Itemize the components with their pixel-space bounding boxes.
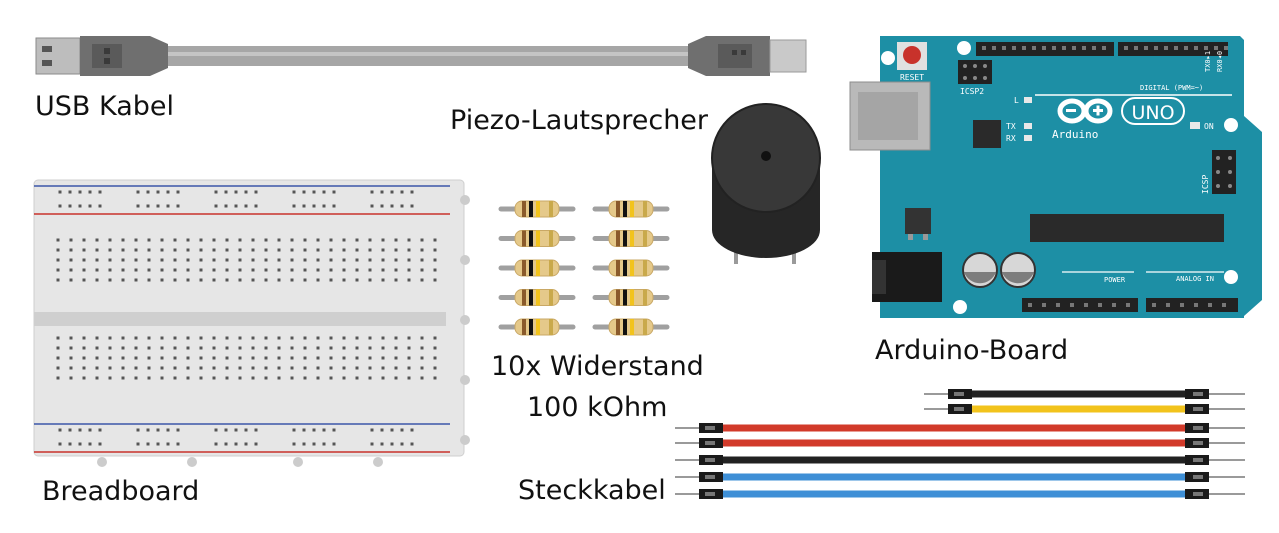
resistor bbox=[498, 259, 576, 277]
led-l-label: L bbox=[1014, 96, 1019, 105]
power-label: POWER bbox=[1104, 276, 1126, 284]
resistor-label-line1: 10x Widerstand bbox=[491, 351, 704, 382]
jumper-wire bbox=[675, 472, 1245, 482]
icsp2-label: ICSP2 bbox=[960, 87, 984, 96]
resistor bbox=[592, 318, 670, 336]
arduino-board: RESET ICSP2 DIGITAL (PWM=~) TX0▸1 RX0◂0 … bbox=[849, 36, 1262, 318]
rx-pin-label: RX0◂0 bbox=[1216, 51, 1224, 72]
resistor-label-line2: 100 kOhm bbox=[527, 392, 668, 423]
digital-label: DIGITAL (PWM=~) bbox=[1140, 84, 1203, 92]
piezo-label: Piezo-Lautsprecher bbox=[450, 105, 709, 136]
piezo-buzzer bbox=[711, 103, 821, 264]
resistor bbox=[592, 200, 670, 218]
digital-pins bbox=[982, 46, 1228, 50]
led-rx-label: RX bbox=[1006, 134, 1016, 143]
resistor bbox=[592, 289, 670, 306]
resistor bbox=[498, 200, 576, 218]
jumper-wire bbox=[675, 438, 1245, 448]
jumper-wire bbox=[675, 423, 1245, 433]
resistor bbox=[498, 230, 576, 247]
wires-label: Steckkabel bbox=[518, 475, 666, 506]
usb-cable-label: USB Kabel bbox=[35, 91, 175, 122]
arduino-label: Arduino-Board bbox=[875, 335, 1069, 366]
jumper-wire bbox=[675, 489, 1245, 499]
resistor bbox=[498, 318, 576, 336]
usb-cable bbox=[35, 36, 807, 76]
jumper-wire bbox=[924, 404, 1245, 414]
breadboard bbox=[33, 179, 470, 467]
resistor bbox=[592, 259, 670, 277]
brand-label: Arduino bbox=[1052, 128, 1098, 141]
icsp-label: ICSP bbox=[1201, 175, 1210, 194]
on-label: ON bbox=[1204, 122, 1214, 131]
jumper-wire bbox=[924, 389, 1245, 399]
reset-label: RESET bbox=[900, 73, 924, 82]
tx-pin-label: TX0▸1 bbox=[1204, 51, 1212, 72]
breadboard-label: Breadboard bbox=[42, 476, 200, 507]
analog-label: ANALOG IN bbox=[1176, 275, 1214, 283]
led-tx-label: TX bbox=[1006, 122, 1016, 131]
resistor bbox=[498, 289, 576, 306]
resistor bbox=[592, 230, 670, 247]
arduino-logo-icon bbox=[1057, 98, 1113, 124]
jumper-wire bbox=[675, 455, 1245, 465]
resistor-group bbox=[498, 200, 670, 336]
model-label: UNO bbox=[1131, 102, 1174, 124]
breadboard-holes bbox=[56, 190, 437, 446]
jumper-wires bbox=[675, 389, 1245, 499]
power-analog-pins bbox=[1028, 303, 1226, 307]
